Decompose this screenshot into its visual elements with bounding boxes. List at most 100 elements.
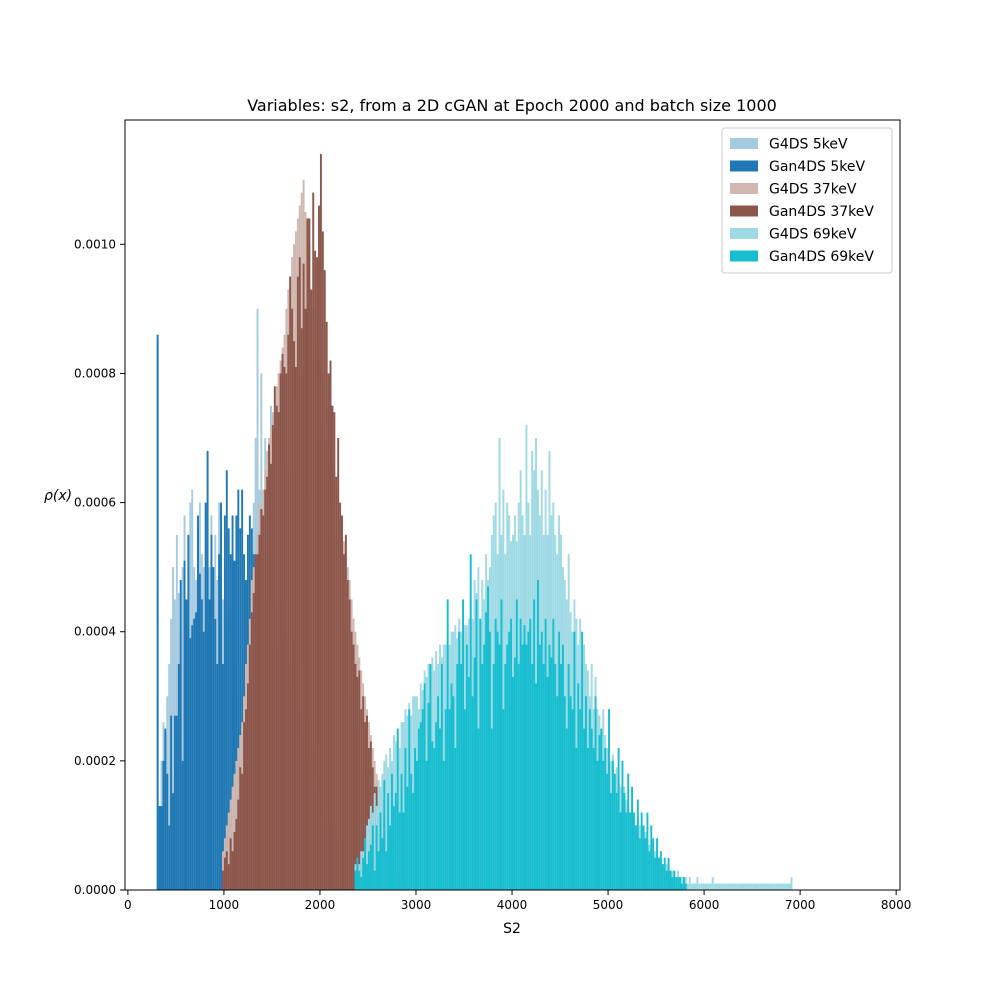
- histogram-bar: [356, 857, 359, 890]
- histogram-bar: [356, 676, 359, 890]
- legend-box: [721, 127, 893, 274]
- histogram-bar: [260, 509, 263, 890]
- histogram-bar: [392, 806, 395, 890]
- histogram-bar: [669, 870, 672, 890]
- histogram-bar: [767, 883, 770, 890]
- histogram-bar: [237, 799, 240, 890]
- histogram-bar: [608, 709, 610, 890]
- histogram-bar: [202, 631, 205, 890]
- histogram-bar: [725, 883, 728, 890]
- histogram-bar: [246, 683, 249, 890]
- histogram-bar: [335, 476, 338, 890]
- histogram-bar: [248, 644, 251, 890]
- histogram-bar: [502, 709, 505, 890]
- histogram-bar: [460, 664, 463, 890]
- histogram-bar: [732, 883, 735, 890]
- histogram-bar: [339, 502, 342, 890]
- y-axis-title: ρ(x): [44, 488, 72, 504]
- histogram-bar: [291, 308, 294, 890]
- histogram-bar: [713, 883, 716, 890]
- histogram-bar: [684, 883, 687, 890]
- histogram-bar: [752, 883, 755, 890]
- histogram-bar: [331, 405, 334, 890]
- histogram-bar: [396, 728, 399, 890]
- histogram-bar: [648, 851, 651, 890]
- legend-label: G4DS 5keV: [769, 137, 848, 153]
- x-tick-label: 5000: [593, 898, 624, 912]
- histogram-bar: [561, 644, 564, 890]
- y-tick-label: 0.0004: [74, 625, 116, 639]
- histogram-bar: [233, 831, 236, 890]
- x-axis-title: S2: [503, 921, 521, 937]
- legend-label: Gan4DS 5keV: [769, 159, 865, 175]
- histogram-bar: [222, 870, 224, 890]
- histogram-bar: [488, 631, 491, 890]
- histogram-bar: [279, 373, 282, 890]
- histogram-bar: [175, 715, 178, 890]
- histogram-bar: [308, 218, 311, 891]
- histogram-bar: [298, 257, 301, 891]
- histogram-bar: [341, 515, 343, 890]
- histogram-bar: [360, 851, 363, 890]
- histogram-bar: [366, 825, 368, 890]
- histogram-bar: [454, 747, 457, 890]
- histogram-bar: [293, 341, 295, 890]
- histogram-bar: [644, 838, 647, 890]
- histogram-bar: [437, 696, 440, 890]
- histogram-bar: [512, 676, 514, 890]
- histogram-bar: [427, 702, 430, 890]
- legend-label: G4DS 37keV: [769, 182, 857, 198]
- histogram-bar: [210, 534, 213, 890]
- histogram-bar: [734, 883, 737, 890]
- histogram-bar: [410, 773, 413, 890]
- legend-swatch: [730, 205, 758, 217]
- histogram-bar: [204, 502, 207, 890]
- histogram-bar: [354, 870, 357, 890]
- histogram-bar: [730, 883, 733, 890]
- histogram-bar: [592, 747, 595, 890]
- histogram-bars: [156, 153, 793, 891]
- histogram-bar: [682, 877, 685, 890]
- histogram-bar: [316, 257, 319, 891]
- histogram-bar: [550, 657, 553, 890]
- histogram-bar: [548, 644, 551, 890]
- histogram-bar: [458, 631, 461, 890]
- histogram-bar: [243, 722, 246, 890]
- histogram-bar: [402, 812, 405, 890]
- histogram-bar: [425, 760, 428, 890]
- histogram-bar: [177, 664, 180, 890]
- histogram-bar: [412, 793, 415, 890]
- histogram-bar: [400, 773, 403, 890]
- histogram-bar: [671, 877, 674, 890]
- histogram-bar: [389, 825, 392, 890]
- histogram-bar: [560, 664, 562, 890]
- histogram-bar: [636, 799, 639, 890]
- histogram-bar: [325, 321, 328, 890]
- histogram-bar: [782, 883, 785, 890]
- histogram-bar: [287, 334, 290, 890]
- histogram-bar: [673, 870, 676, 890]
- histogram-bar: [621, 760, 624, 890]
- histogram-bar: [172, 793, 174, 890]
- histogram-bar: [761, 883, 764, 890]
- histogram-bar: [323, 270, 326, 890]
- histogram-bar: [377, 780, 380, 890]
- histogram-bar: [780, 883, 783, 890]
- histogram-bar: [389, 747, 392, 890]
- histogram-bar: [446, 599, 449, 890]
- histogram-bar: [652, 838, 655, 890]
- histogram-bar: [521, 644, 524, 890]
- histogram-bar: [431, 741, 434, 890]
- histogram-bar: [231, 515, 234, 890]
- histogram-bar: [421, 709, 424, 890]
- histogram-bar: [198, 573, 201, 890]
- histogram-bar: [352, 644, 355, 890]
- histogram-bar: [779, 883, 781, 890]
- histogram-bar: [573, 631, 576, 890]
- histogram-bar: [663, 857, 666, 890]
- histogram-bar: [379, 812, 382, 890]
- histogram-bar: [659, 851, 662, 890]
- histogram-bar: [271, 425, 274, 890]
- histogram-bar: [254, 554, 257, 890]
- histogram-bar: [790, 877, 793, 890]
